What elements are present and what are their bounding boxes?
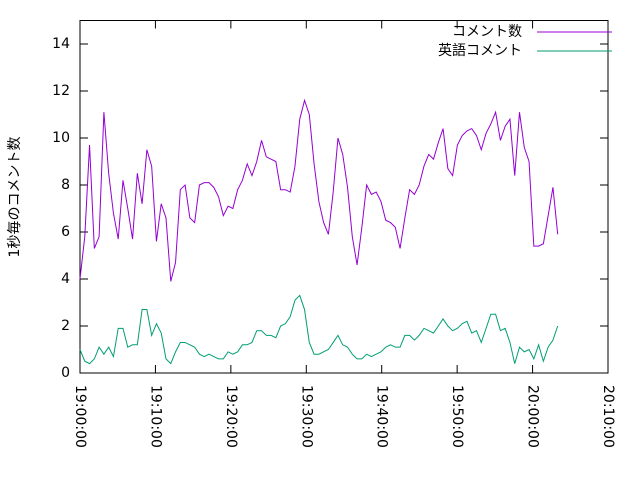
x-tick-label: 19:10:00: [147, 385, 163, 448]
x-tick-label: 20:10:00: [600, 385, 616, 448]
series-line: [79, 294, 559, 365]
y-tick-label: 12: [52, 83, 70, 99]
y-tick-label: 2: [61, 318, 70, 334]
x-tick-label: 19:40:00: [374, 385, 390, 448]
x-tick-label: 19:20:00: [223, 385, 239, 448]
y-tick-label: 10: [52, 130, 70, 146]
series-line: [79, 98, 559, 282]
plot-border: [79, 20, 609, 374]
y-tick-label: 14: [52, 36, 70, 52]
y-tick-label: 0: [61, 365, 70, 381]
x-tick-label: 19:50:00: [449, 385, 465, 448]
legend-label: 英語コメント: [438, 42, 522, 59]
y-axis-label: 1秒毎のコメント数: [7, 137, 23, 258]
y-tick-label: 4: [61, 271, 70, 287]
legend-label: コメント数: [452, 24, 522, 40]
x-tick-label: 19:00:00: [72, 385, 88, 448]
x-tick-label: 20:00:00: [525, 385, 541, 448]
x-tick-label: 19:30:00: [298, 385, 314, 448]
y-tick-label: 6: [61, 224, 70, 240]
y-tick-label: 8: [61, 177, 70, 193]
